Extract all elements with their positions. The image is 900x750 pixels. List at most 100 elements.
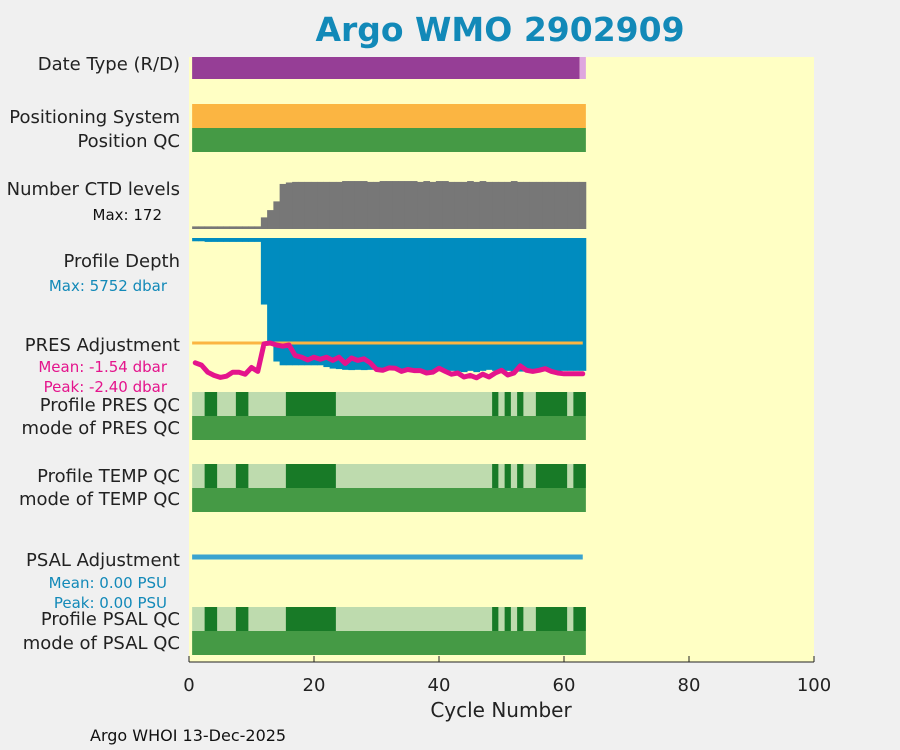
ctd-levels-bar (548, 181, 556, 229)
profile-depth-bar (385, 238, 393, 370)
label-mode-temp-qc: mode of TEMP QC (19, 489, 180, 510)
temp-qc-mode-bar (192, 488, 586, 512)
pres-qc-profile-dark (535, 392, 568, 416)
ctd-levels-bar (192, 226, 199, 229)
profile-depth-bar (473, 238, 481, 373)
label-profile-psal-qc: Profile PSAL QC (41, 609, 180, 630)
ctd-max-label: Max: 172 (93, 206, 162, 224)
ctd-levels-bar (292, 181, 299, 229)
profile-depth-bar (323, 238, 331, 368)
psal-qc-profile-dark (204, 607, 218, 631)
ctd-levels-bar (254, 226, 262, 229)
ctd-levels-bar (248, 226, 256, 229)
profile-depth-bar (448, 238, 456, 371)
label-pres-adjustment: PRES Adjustment (25, 335, 180, 356)
ctd-levels-bar (560, 181, 568, 229)
profile-depth-bar (267, 238, 274, 344)
profile-depth-bar (523, 238, 531, 372)
ctd-levels-bar (285, 182, 293, 229)
profile-depth-bar (560, 238, 568, 371)
ctd-levels-bar (198, 226, 206, 229)
footer-credit: Argo WHOI 13-Dec-2025 (90, 726, 287, 745)
profile-depth-bar (292, 238, 299, 366)
pres-qc-profile-light (192, 392, 586, 416)
ctd-levels-bar (204, 226, 212, 229)
ctd-levels-bar (260, 217, 268, 229)
ctd-levels-bar (242, 226, 249, 229)
ctd-levels-bar (573, 181, 581, 229)
pres-qc-profile-dark (492, 392, 499, 416)
label-mode-pres-qc: mode of PRES QC (22, 418, 180, 439)
profile-depth-bar (410, 238, 418, 370)
psal-qc-profile-dark (285, 607, 336, 631)
ctd-levels-bar (467, 181, 474, 229)
profile-depth-bar (210, 238, 218, 242)
ctd-levels-bar (223, 226, 231, 229)
label-mode-psal-qc: mode of PSAL QC (23, 633, 180, 654)
ctd-levels-bar (429, 181, 437, 229)
profile-depth-bar (273, 238, 281, 362)
ctd-levels-bar (579, 181, 587, 229)
label-position-qc: Position QC (77, 131, 180, 152)
ctd-levels-bar (498, 181, 506, 229)
profile-depth-bar (529, 238, 537, 372)
ctd-levels-bar (273, 201, 281, 229)
profile-depth-bar (404, 238, 412, 370)
temp-qc-profile-dark (235, 464, 249, 488)
date-type-bar-delayed (579, 57, 586, 79)
ctd-levels-bar (342, 181, 349, 229)
profile-depth-bar (510, 238, 518, 372)
ctd-levels-bar (523, 181, 531, 229)
profile-depth-bar (479, 238, 487, 371)
profile-depth-bar (460, 238, 468, 373)
profile-depth-bar (329, 238, 337, 369)
ctd-levels-bar (217, 226, 224, 229)
profile-depth-bar (217, 238, 224, 242)
profile-depth-bar (223, 238, 231, 242)
x-axis-label: Cycle Number (430, 698, 572, 722)
pres-adjustment-series (192, 340, 586, 381)
ctd-levels-bar (392, 181, 399, 229)
positioning-system-bar (192, 104, 586, 128)
ctd-levels-bar (567, 181, 574, 229)
ctd-levels-bar (473, 181, 481, 229)
profile-depth-bar (542, 238, 549, 371)
pres-qc-profile-dark (204, 392, 218, 416)
temp-qc-profile-dark (204, 464, 218, 488)
ctd-levels-bar (435, 181, 443, 229)
profile-depth-bar (260, 238, 268, 305)
psal-qc-profile-light (192, 607, 586, 631)
psal-qc-profile-dark (492, 607, 499, 631)
ctd-levels-bar (317, 181, 324, 229)
x-tick-label: 20 (303, 675, 326, 696)
position-qc-bar (192, 128, 586, 152)
temp-qc-profile-dark (285, 464, 336, 488)
ctd-levels-bar (448, 181, 456, 229)
ctd-levels-bar (298, 181, 306, 229)
ctd-levels-bar (442, 181, 449, 229)
profile-depth-bar (298, 238, 306, 366)
profile-depth-bar (373, 238, 381, 370)
profile-depth-bar (279, 238, 287, 366)
profile-depth-bar (304, 238, 312, 366)
ctd-levels-bar (235, 226, 243, 229)
stat-labels: Max: 172 Max: 5752 dbar Mean: -1.54 dbar… (38, 206, 168, 612)
label-positioning-system: Positioning System (9, 107, 180, 128)
x-tick-label: 60 (553, 675, 576, 696)
profile-depth-bar (229, 238, 237, 242)
ctd-levels-bar (373, 181, 381, 229)
profile-depth-bar (367, 238, 374, 370)
ctd-levels-bar (479, 181, 487, 229)
psal-qc-mode-bar (192, 631, 586, 655)
profile-depth-bar (360, 238, 368, 371)
profile-depth-bar (348, 238, 356, 371)
pres-qc-profile-dark (573, 392, 586, 416)
ctd-levels-bar (360, 181, 368, 229)
profile-depth-bar (498, 238, 506, 372)
psal-mean-label: Mean: 0.00 PSU (49, 574, 167, 592)
profile-depth-bar (417, 238, 424, 371)
profile-depth-bar (504, 238, 512, 371)
ctd-levels-bar (279, 183, 287, 229)
ctd-levels-bar (529, 181, 537, 229)
temp-qc-profile-dark (504, 464, 511, 488)
